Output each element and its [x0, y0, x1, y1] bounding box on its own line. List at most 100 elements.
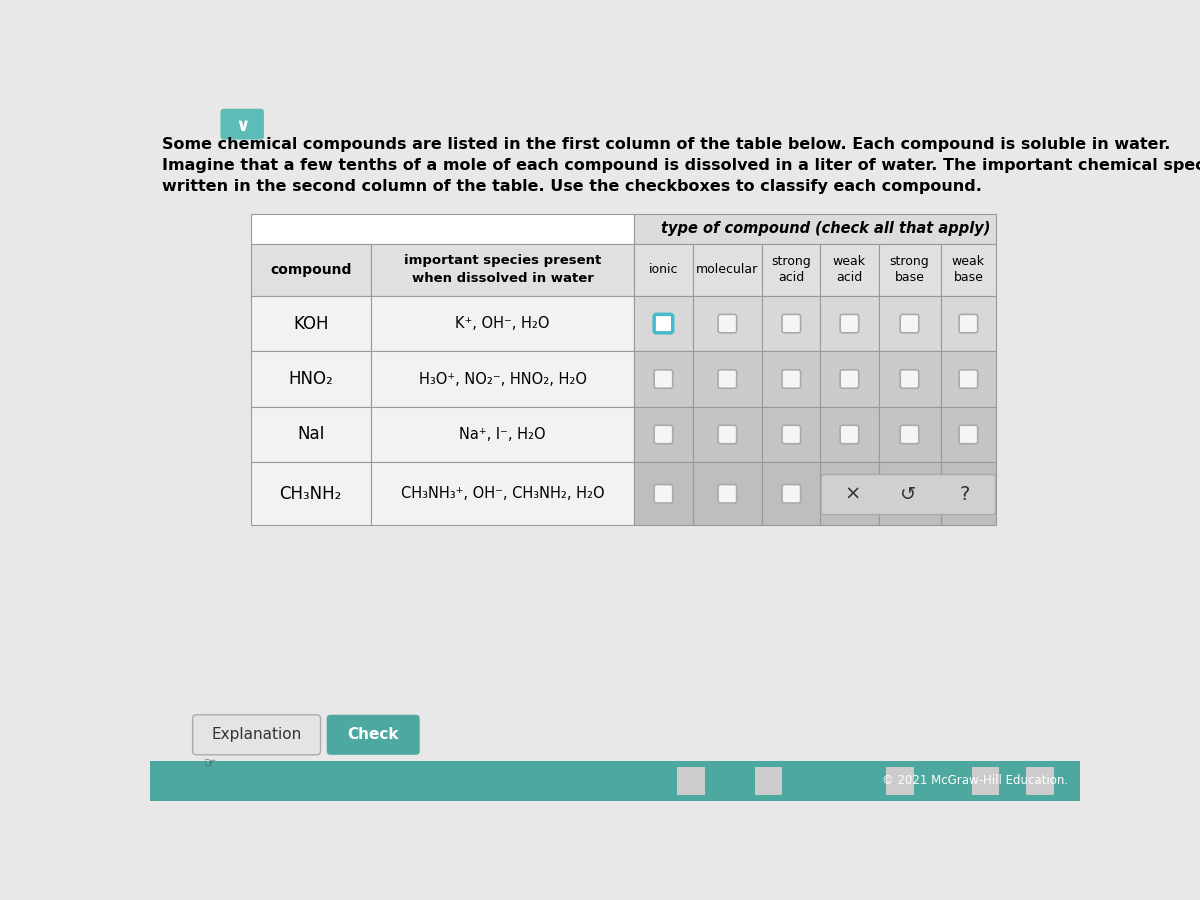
- Bar: [755, 767, 782, 795]
- FancyBboxPatch shape: [654, 484, 673, 503]
- FancyBboxPatch shape: [900, 314, 919, 333]
- Text: (check all that apply): (check all that apply): [815, 221, 991, 237]
- Text: HNO₂: HNO₂: [288, 370, 334, 388]
- Bar: [371, 244, 635, 296]
- FancyBboxPatch shape: [959, 484, 978, 503]
- Text: ×: ×: [844, 485, 860, 504]
- Bar: [878, 407, 941, 463]
- Text: ∨: ∨: [235, 118, 250, 136]
- Bar: [878, 244, 941, 296]
- Bar: [692, 351, 762, 407]
- FancyBboxPatch shape: [718, 484, 737, 503]
- FancyBboxPatch shape: [782, 425, 800, 444]
- Bar: [821, 351, 878, 407]
- Bar: [941, 463, 996, 526]
- Bar: [635, 214, 996, 244]
- FancyBboxPatch shape: [654, 370, 673, 388]
- FancyBboxPatch shape: [959, 370, 978, 388]
- Bar: [635, 296, 692, 351]
- Text: ☞: ☞: [204, 756, 217, 770]
- Bar: [821, 244, 878, 296]
- Text: ionic: ionic: [649, 263, 678, 276]
- FancyBboxPatch shape: [900, 425, 919, 444]
- Text: Imagine that a few tenths of a mole of each compound is dissolved in a liter of : Imagine that a few tenths of a mole of e…: [162, 158, 1200, 173]
- Bar: [762, 351, 821, 407]
- Bar: [692, 244, 762, 296]
- Text: compound: compound: [270, 263, 352, 276]
- FancyBboxPatch shape: [900, 370, 919, 388]
- Bar: [635, 463, 692, 526]
- Bar: [692, 463, 762, 526]
- FancyBboxPatch shape: [718, 314, 737, 333]
- Text: H₃O⁺, NO₂⁻, HNO₂, H₂O: H₃O⁺, NO₂⁻, HNO₂, H₂O: [419, 372, 587, 386]
- Text: important species present
when dissolved in water: important species present when dissolved…: [404, 254, 601, 285]
- FancyBboxPatch shape: [900, 484, 919, 503]
- Bar: [762, 463, 821, 526]
- Bar: [941, 244, 996, 296]
- Bar: [887, 767, 914, 795]
- Bar: [150, 761, 1080, 801]
- Bar: [821, 296, 878, 351]
- Bar: [878, 463, 941, 526]
- Bar: [1026, 767, 1054, 795]
- Text: NaI: NaI: [298, 426, 324, 444]
- FancyBboxPatch shape: [221, 109, 264, 140]
- Text: written in the second column of the table. Use the checkboxes to classify each c: written in the second column of the tabl…: [162, 179, 982, 194]
- Bar: [635, 244, 692, 296]
- Text: CH₃NH₂: CH₃NH₂: [280, 485, 342, 503]
- Bar: [762, 296, 821, 351]
- Text: Check: Check: [348, 727, 398, 742]
- Text: Some chemical compounds are listed in the first column of the table below. Each : Some chemical compounds are listed in th…: [162, 138, 1170, 152]
- FancyBboxPatch shape: [821, 474, 996, 515]
- FancyBboxPatch shape: [654, 314, 673, 333]
- Text: Na⁺, I⁻, H₂O: Na⁺, I⁻, H₂O: [460, 427, 546, 442]
- Bar: [821, 463, 878, 526]
- Bar: [878, 351, 941, 407]
- Text: type of compound: type of compound: [661, 221, 815, 237]
- Bar: [878, 296, 941, 351]
- FancyBboxPatch shape: [959, 425, 978, 444]
- FancyBboxPatch shape: [782, 314, 800, 333]
- FancyBboxPatch shape: [782, 484, 800, 503]
- FancyBboxPatch shape: [840, 425, 859, 444]
- Bar: [371, 407, 635, 463]
- Bar: [821, 407, 878, 463]
- Bar: [635, 351, 692, 407]
- Bar: [692, 407, 762, 463]
- Bar: [251, 351, 371, 407]
- Bar: [677, 767, 704, 795]
- Bar: [371, 296, 635, 351]
- FancyBboxPatch shape: [654, 425, 673, 444]
- Bar: [251, 407, 371, 463]
- Text: ?: ?: [959, 485, 970, 504]
- Bar: [762, 244, 821, 296]
- FancyBboxPatch shape: [782, 370, 800, 388]
- Text: KOH: KOH: [293, 315, 329, 333]
- Text: CH₃NH₃⁺, OH⁻, CH₃NH₂, H₂O: CH₃NH₃⁺, OH⁻, CH₃NH₂, H₂O: [401, 486, 605, 501]
- Bar: [692, 296, 762, 351]
- Bar: [251, 214, 635, 244]
- Text: K⁺, OH⁻, H₂O: K⁺, OH⁻, H₂O: [455, 316, 550, 331]
- Bar: [972, 767, 1000, 795]
- Text: Explanation: Explanation: [211, 727, 301, 742]
- FancyBboxPatch shape: [193, 715, 320, 755]
- Bar: [941, 296, 996, 351]
- Text: weak
acid: weak acid: [833, 256, 866, 284]
- FancyBboxPatch shape: [840, 370, 859, 388]
- Bar: [941, 351, 996, 407]
- Bar: [251, 244, 371, 296]
- FancyBboxPatch shape: [959, 314, 978, 333]
- Text: strong
acid: strong acid: [772, 256, 811, 284]
- FancyBboxPatch shape: [840, 484, 859, 503]
- Bar: [635, 407, 692, 463]
- Text: strong
base: strong base: [889, 256, 929, 284]
- Text: ↺: ↺: [900, 485, 917, 504]
- FancyBboxPatch shape: [326, 715, 420, 755]
- Text: weak
base: weak base: [952, 256, 985, 284]
- Bar: [941, 407, 996, 463]
- Bar: [251, 296, 371, 351]
- Bar: [762, 407, 821, 463]
- Text: molecular: molecular: [696, 263, 758, 276]
- Bar: [371, 351, 635, 407]
- FancyBboxPatch shape: [718, 425, 737, 444]
